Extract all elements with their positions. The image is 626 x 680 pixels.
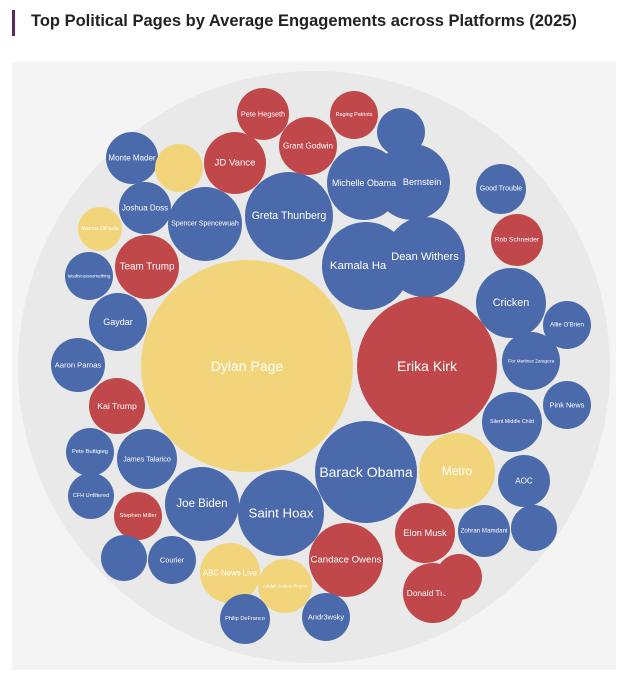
bubble-label-grant-godwin: Grant Godwin <box>283 142 333 151</box>
bubble-label-michelle-obama: Michelle Obama <box>332 178 396 188</box>
bubble-stephen-miller <box>114 492 162 540</box>
bubble-label-stephen-miller: Stephen Miller <box>119 513 156 519</box>
bubble-label-adalah-justice-project: Adalah Justice Project <box>263 584 308 589</box>
bubble-label-cricken: Cricken <box>493 297 530 309</box>
bubble-erika-kirk <box>357 296 497 436</box>
bubble-candace-owens <box>309 523 383 597</box>
chart-header: Top Political Pages by Average Engagemen… <box>0 0 626 52</box>
bubble-saint-hoax <box>238 470 324 556</box>
bubble-james-talarico <box>117 429 177 489</box>
bubble-label-candace-owens: Candace Owens <box>311 555 382 566</box>
bubble-kai-trump <box>89 378 145 434</box>
bubble-label-pete-buttigieg: Pete Buttigieg <box>72 449 108 455</box>
bubble-unlabeled-44 <box>101 535 147 581</box>
bubble-label-letsdiscusssomething: letsdiscusssomething <box>68 274 111 279</box>
bubble-grant-godwin <box>279 117 337 175</box>
bubble-label-allie-o-brien: Allie O'Brien <box>550 322 584 329</box>
bubble-label-cfh-unfiltered: CFH Unfiltered <box>73 493 109 499</box>
bubble-zohran-mamdani <box>458 505 510 557</box>
bubble-dylan-page <box>141 260 353 472</box>
bubble-unlabeled-46 <box>511 505 557 551</box>
bubble-pete-buttigieg <box>66 428 114 476</box>
bubble-joe-biden <box>165 467 239 541</box>
bubble-label-abc-news-live: ABC News Live <box>203 569 257 578</box>
chart-title: Top Political Pages by Average Engagemen… <box>31 12 577 30</box>
bubble-pete-hegseth <box>237 88 289 140</box>
bubble-dean-withers <box>385 217 465 297</box>
bubble-barack-obama <box>315 421 417 523</box>
title-accent-bar <box>12 10 15 36</box>
bubble-label-matt-bernstein: Matt Bernstein <box>383 177 442 187</box>
bubble-unlabeled-42 <box>155 144 203 192</box>
bubble-label-pink-news: Pink News <box>550 401 585 410</box>
bubble-team-trump <box>115 235 179 299</box>
bubble-label-spencer-spencewuah: Spencer Spencewuah <box>171 221 239 228</box>
bubble-label-joe-biden: Joe Biden <box>176 498 227 510</box>
bubble-metro <box>419 433 495 509</box>
bubble-allie-o-brien <box>543 301 591 349</box>
bubble-label-aoc: AOC <box>515 477 533 486</box>
bubble-label-philip-defranco: Philip DeFranco <box>225 616 265 622</box>
bubble-chart: Dylan Page Erika Kirk Barack Obama Greta Th… <box>18 71 610 663</box>
bubble-label-donald-trump: Donald Trump <box>407 588 460 598</box>
bubble-label-good-trouble: Good Trouble <box>480 186 523 193</box>
bubble-label-saint-hoax: Saint Hoax <box>248 506 313 521</box>
bubble-michelle-obama <box>327 146 401 220</box>
bubble-gaydar <box>89 293 147 351</box>
bubble-cricken <box>476 268 546 338</box>
bubble-courier <box>148 536 196 584</box>
bubble-joshua-doss <box>119 182 171 234</box>
bubble-label-metro: Metro <box>442 464 473 478</box>
bubble-spencer-spencewuah <box>168 187 242 261</box>
bubble-label-kai-trump: Kai Trump <box>97 401 137 411</box>
bubble-label-jd-vance: JD Vance <box>215 158 256 169</box>
bubble-label-flor-martinez-zaragoza: Flor Martinez Zaragoza <box>508 359 555 364</box>
bubble-unlabeled-43 <box>377 108 425 156</box>
chart-panel: Dylan Page Erika Kirk Barack Obama Greta Th… <box>12 62 616 670</box>
bubble-marcus-dipaola <box>78 207 122 251</box>
bubble-silent-middle-child <box>482 392 542 452</box>
bubble-pink-news <box>543 381 591 429</box>
bubble-andr3wsky <box>302 593 350 641</box>
bubble-philip-defranco <box>220 594 270 644</box>
bubble-good-trouble <box>476 164 526 214</box>
bubble-greta-thunberg <box>245 172 333 260</box>
bubble-label-james-talarico: James Talarico <box>123 455 171 464</box>
bubble-label-zohran-mamdani: Zohran Mamdani <box>461 528 508 535</box>
bubble-cfh-unfiltered <box>68 473 114 519</box>
bubble-label-kamala-harris: Kamala Harris <box>330 260 402 272</box>
bubble-elon-musk <box>395 503 455 563</box>
bubble-label-joshua-doss: Joshua Doss <box>122 204 168 213</box>
bubble-jd-vance <box>204 132 266 194</box>
bubble-label-elon-musk: Elon Musk <box>403 528 447 538</box>
bubble-label-greta-thunberg: Greta Thunberg <box>252 210 327 222</box>
bubble-label-andr3wsky: Andr3wsky <box>308 613 344 622</box>
bubble-label-monte-mader: Monte Mader <box>108 154 155 163</box>
bubble-label-barack-obama: Barack Obama <box>319 464 413 480</box>
bubble-label-rob-schneider: Rob Schneider <box>495 237 540 244</box>
bubble-label-dean-withers: Dean Withers <box>391 251 459 263</box>
bubble-label-courier: Courier <box>160 556 185 565</box>
bubble-label-gaydar: Gaydar <box>103 317 133 327</box>
bubble-abc-news-live <box>200 543 260 603</box>
bubble-aoc <box>498 455 550 507</box>
bubble-unlabeled-45 <box>436 554 482 600</box>
bubble-label-dylan-page: Dylan Page <box>211 358 284 374</box>
bubble-group: Dylan Page Erika Kirk Barack Obama Greta Th… <box>51 88 591 644</box>
bubble-raging-patriots <box>330 91 378 139</box>
bubble-label-marcus-dipaola: Marcus DiPaola <box>81 226 118 232</box>
bubble-rob-schneider <box>491 214 543 266</box>
bubble-label-pete-hegseth: Pete Hegseth <box>241 110 285 119</box>
bubble-adalah-justice-project <box>258 559 312 613</box>
bubble-label-silent-middle-child: Silent Middle Child <box>490 419 534 425</box>
bubble-label-team-trump: Team Trump <box>120 262 175 273</box>
bubble-label-erika-kirk: Erika Kirk <box>397 358 458 374</box>
bubble-label-aaron-parnas: Aaron Parnas <box>55 361 102 370</box>
bubble-monte-mader <box>106 132 158 184</box>
bubble-flor-martinez-zaragoza <box>502 332 560 390</box>
bubble-aaron-parnas <box>51 338 105 392</box>
bubble-letsdiscusssomething <box>65 252 113 300</box>
bubble-label-raging-patriots: Raging Patriots <box>336 112 373 118</box>
